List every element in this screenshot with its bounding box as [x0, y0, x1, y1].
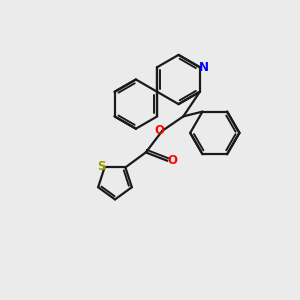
Text: S: S: [97, 160, 105, 173]
Text: N: N: [199, 61, 209, 74]
Text: O: O: [168, 154, 178, 167]
Text: O: O: [154, 124, 164, 137]
